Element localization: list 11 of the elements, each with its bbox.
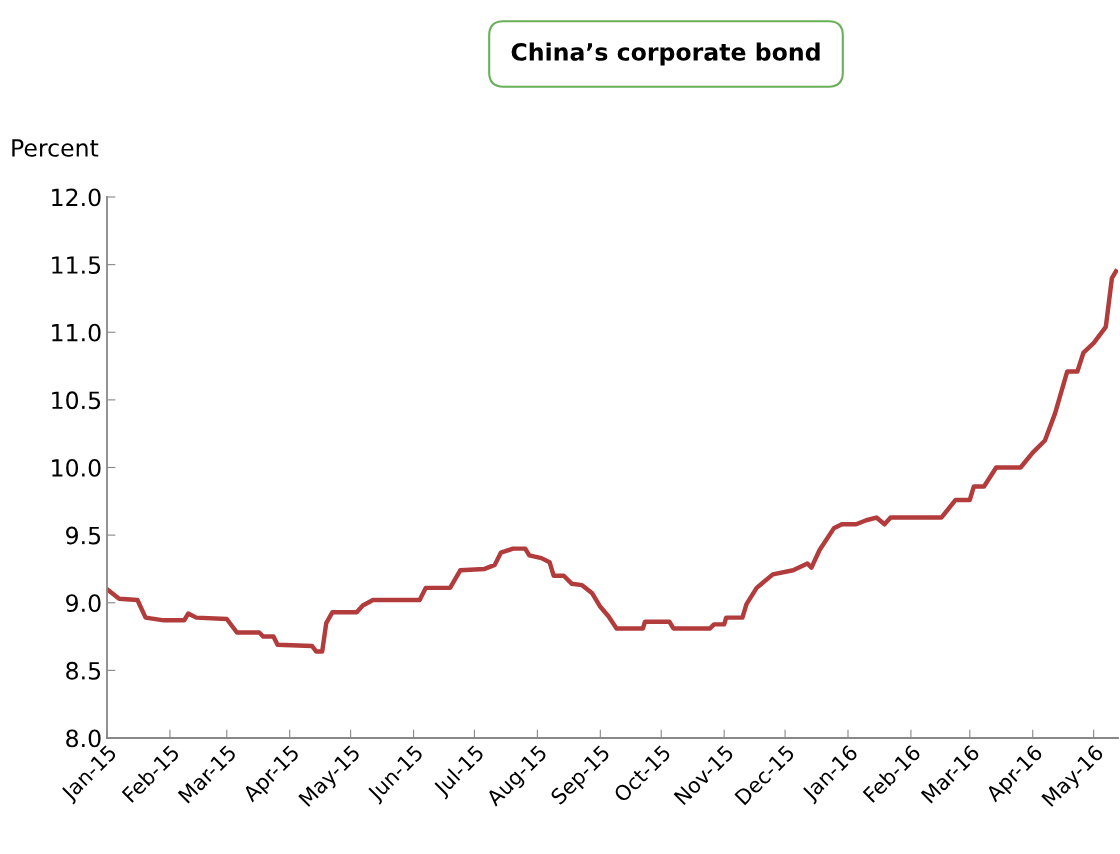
y-tick-label: 11.5 — [52, 256, 101, 274]
y-tick-label: 9.0 — [66, 594, 101, 613]
y-tick-label: 9.5 — [66, 526, 101, 545]
y-tick-label: 10.0 — [52, 458, 101, 477]
y-tick-label: 12.0 — [52, 188, 101, 207]
y-tick-label: 11.0 — [52, 323, 101, 342]
line-series — [107, 269, 1118, 654]
chart-title: China’s corporate bond — [511, 42, 820, 66]
y-tick-label: 10.5 — [52, 391, 101, 410]
y-tick-label: 8.5 — [66, 661, 101, 680]
y-axis-title: Percent — [12, 139, 99, 157]
